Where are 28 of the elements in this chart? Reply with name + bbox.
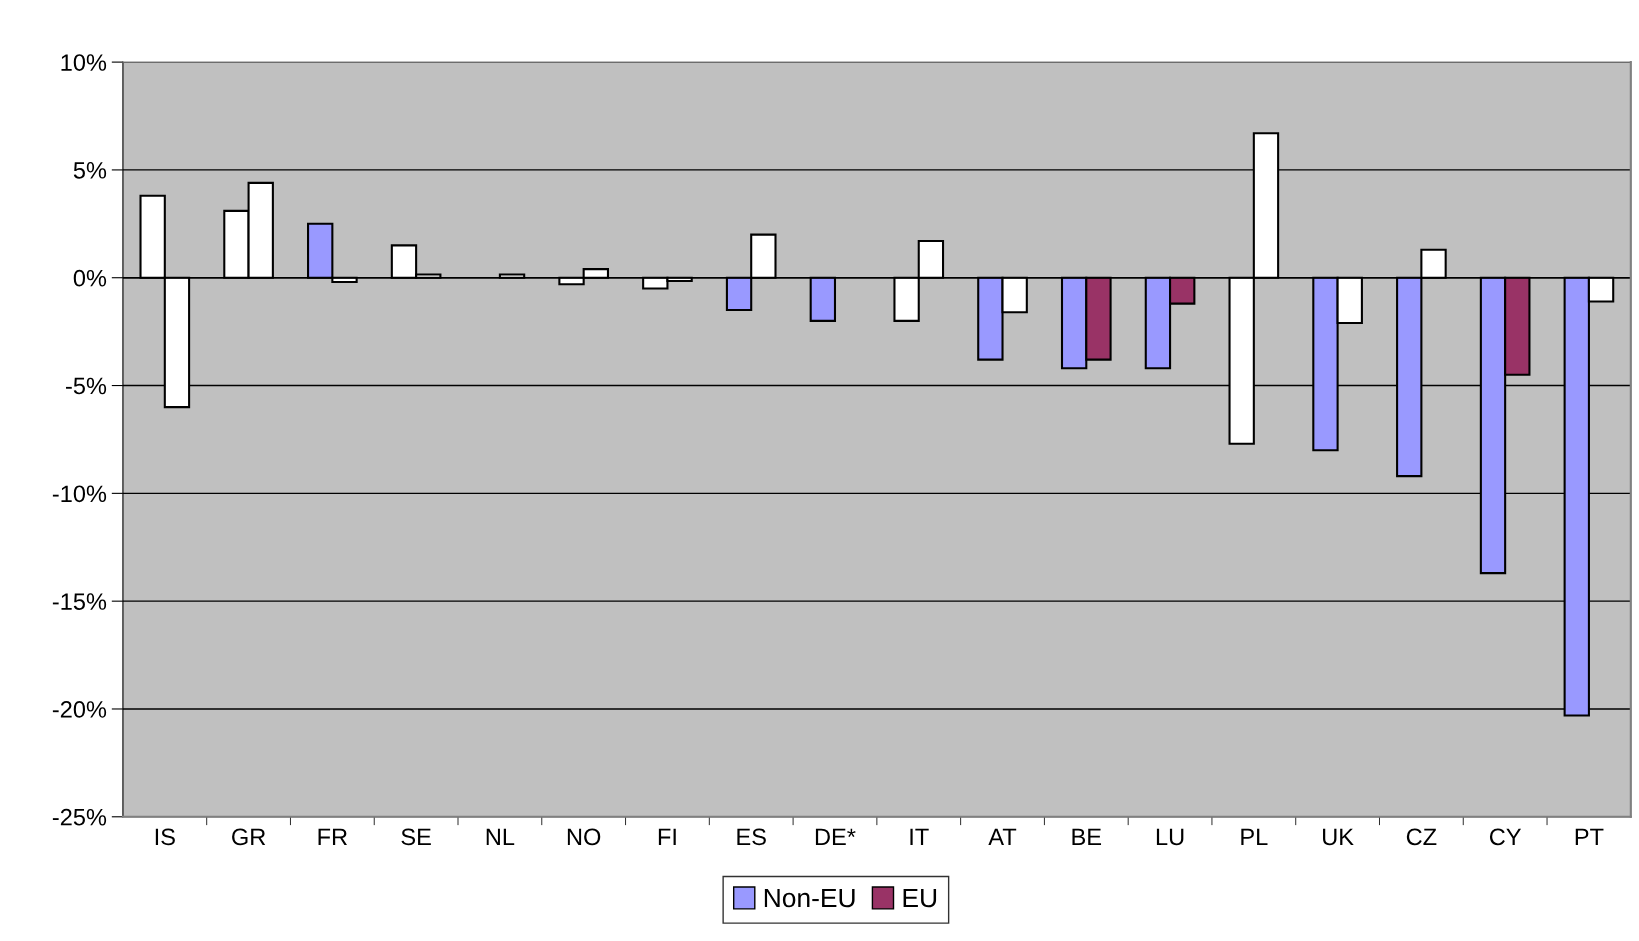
x-tick-label: ES xyxy=(737,828,766,846)
y-tick-label: -15% xyxy=(52,593,107,610)
x-tick-label: CY xyxy=(1489,828,1522,846)
x-tick-label: UK xyxy=(1323,828,1354,846)
x-tick-label: PL xyxy=(1241,828,1268,846)
x-tick-label: IT xyxy=(910,828,929,846)
x-tick-label: CZ xyxy=(1406,828,1437,846)
x-tick-label: GR xyxy=(232,828,266,846)
x-tick-label: AT xyxy=(988,828,1017,846)
y-tick-label: -10% xyxy=(52,485,107,503)
x-tick-label: DE* xyxy=(815,828,856,846)
x-tick-label: NO xyxy=(567,828,601,846)
legend-label: Non-EU xyxy=(764,888,855,908)
y-tick-label: -25% xyxy=(52,808,107,826)
x-tick-label: FI xyxy=(658,828,676,846)
y-tick-label: 0% xyxy=(73,269,107,287)
x-tick-label: IS xyxy=(155,828,175,846)
y-tick-label: 10% xyxy=(61,54,107,71)
x-tick-label: LU xyxy=(1156,828,1184,846)
y-tick-label: -5% xyxy=(66,377,107,395)
y-tick-label: -20% xyxy=(52,701,107,718)
x-tick-label: SE xyxy=(401,828,431,846)
x-tick-label: BE xyxy=(1072,828,1102,846)
x-tick-label: FR xyxy=(318,828,347,846)
legend-label: EU xyxy=(903,888,937,908)
x-tick-label: PT xyxy=(1575,828,1604,846)
x-tick-label: NL xyxy=(486,828,515,846)
y-tick-label: 5% xyxy=(73,162,107,179)
